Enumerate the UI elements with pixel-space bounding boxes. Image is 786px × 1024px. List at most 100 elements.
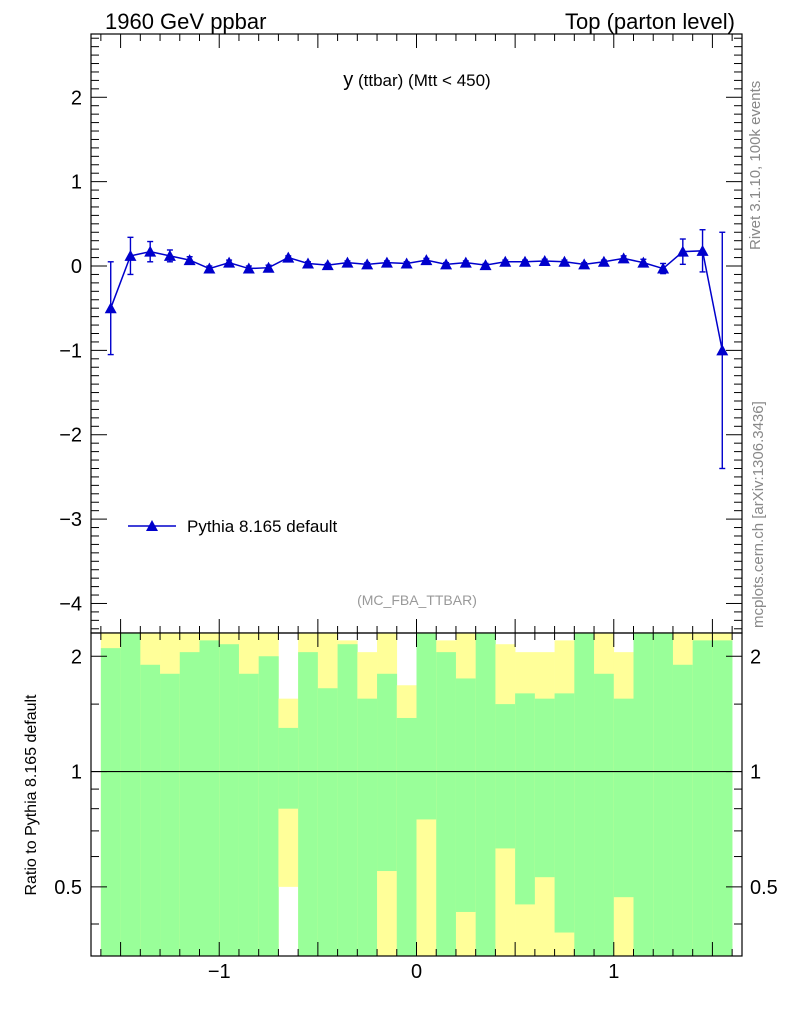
plot-title: y (ttbar) (Mtt < 450) (343, 69, 490, 91)
inner-band-bin (100, 648, 121, 956)
inner-band-bin (475, 633, 496, 956)
legend: Pythia 8.165 default (128, 517, 338, 536)
x-tick-label: −1 (208, 961, 231, 983)
data-point (183, 254, 196, 266)
data-point (597, 255, 610, 267)
inner-band-bin (199, 640, 220, 956)
x-tick-label: 0 (411, 961, 422, 983)
rivet-label: Rivet 3.1.10, 100k events (747, 81, 764, 250)
ratio-y-tick-label: 0.5 (54, 877, 82, 899)
main-frame (90, 33, 743, 634)
main-ticks (91, 34, 742, 633)
inner-band-bin (653, 633, 674, 956)
inner-band-bin (396, 717, 417, 956)
y-tick-label: −1 (59, 340, 82, 362)
y-tick-label: 1 (71, 172, 82, 194)
data-point (637, 256, 650, 268)
inner-band-bin (238, 673, 259, 956)
inner-band-bin (515, 693, 536, 905)
inner-band-bin (613, 698, 634, 898)
inner-band-bin (357, 698, 378, 956)
main-panel: −4 −3 −2 −1 0 1 2 y (ttbar) (Mtt < 450) (MC_FB… (59, 33, 743, 634)
ratio-ticks (91, 633, 742, 956)
plot-title-rest: (ttbar) (Mtt < 450) (353, 71, 490, 90)
data-point (302, 257, 314, 269)
data-point (380, 256, 393, 268)
inner-band-bin (712, 640, 733, 956)
data-point (242, 262, 255, 274)
ratio-tick-labels: 0.5 0.5 1 1 2 2 −1 0 1 (54, 646, 778, 983)
data-point (420, 254, 433, 266)
data-point (538, 254, 551, 266)
data-point (341, 256, 354, 268)
inner-band-bin (594, 673, 615, 956)
ratio-y-tick-label-right: 1 (750, 762, 761, 784)
ratio-y-tick-label: 1 (71, 762, 82, 784)
main-ytick-labels: −4 −3 −2 −1 0 1 2 (59, 87, 82, 615)
plot-title-y: y (343, 69, 353, 91)
data-point (617, 252, 630, 264)
inner-band-bin (337, 644, 358, 956)
y-tick-label: 0 (71, 256, 82, 278)
inner-band-bin (416, 633, 437, 820)
inner-band-bin (317, 688, 338, 956)
main-marks (104, 229, 729, 470)
ratio-panel: 0.5 0.5 1 1 2 2 −1 0 1 Ratio to Pythia 8.165 def… (23, 632, 778, 983)
ratio-y-tick-label-right: 2 (750, 646, 761, 668)
ratio-ylabel: Ratio to Pythia 8.165 default (23, 694, 40, 896)
inner-band-bin (692, 640, 713, 956)
data-point (321, 259, 334, 271)
data-point (519, 255, 531, 267)
header-right: Top (parton level) (565, 9, 735, 34)
inner-band-bin (574, 633, 595, 956)
data-point (361, 258, 374, 270)
data-point (223, 256, 236, 268)
data-point (203, 262, 216, 274)
data-point (657, 262, 670, 274)
inner-band-bin (179, 652, 200, 956)
header-left: 1960 GeV ppbar (105, 9, 266, 34)
y-tick-label: −3 (59, 509, 82, 531)
inner-band-bin (455, 678, 476, 912)
inner-band-bin (120, 633, 141, 956)
data-point (262, 261, 275, 273)
inner-band-bin (160, 673, 181, 956)
y-tick-label: −2 (59, 425, 82, 447)
inner-band-bin (219, 644, 240, 956)
inner-band-bin (534, 698, 555, 878)
inner-band-bin (436, 652, 457, 956)
data-point (578, 258, 591, 270)
mcplots-label: mcplots.cern.ch [arXiv:1306.3436] (750, 401, 767, 628)
data-point (440, 258, 453, 270)
data-point (479, 259, 492, 271)
data-point (400, 257, 413, 269)
data-point (676, 245, 689, 257)
inner-band-bin (140, 664, 161, 956)
data-point (144, 245, 157, 257)
data-point (282, 251, 295, 263)
legend-marker (146, 520, 158, 531)
inner-band-bin (278, 727, 299, 809)
y-tick-label: 2 (71, 87, 82, 109)
series-line (110, 250, 724, 351)
ratio-y-tick-label-right: 0.5 (750, 877, 778, 899)
inner-band-bin (633, 633, 654, 956)
data-point (499, 255, 512, 267)
y-tick-label: −4 (59, 593, 82, 615)
data-point (124, 249, 137, 261)
data-point (163, 249, 176, 261)
analysis-label: (MC_FBA_TTBAR) (357, 592, 477, 608)
data-point (696, 244, 709, 256)
inner-band-bin (672, 664, 693, 956)
data-point (459, 256, 472, 268)
x-tick-label: 1 (608, 961, 619, 983)
data-point (104, 302, 117, 314)
legend-label: Pythia 8.165 default (187, 517, 338, 536)
ratio-bands (91, 633, 742, 956)
data-point (558, 255, 571, 267)
inner-band-bin (495, 704, 516, 849)
data-point (716, 344, 729, 356)
ratio-y-tick-label: 2 (71, 646, 82, 668)
inner-band-bin (554, 693, 575, 933)
